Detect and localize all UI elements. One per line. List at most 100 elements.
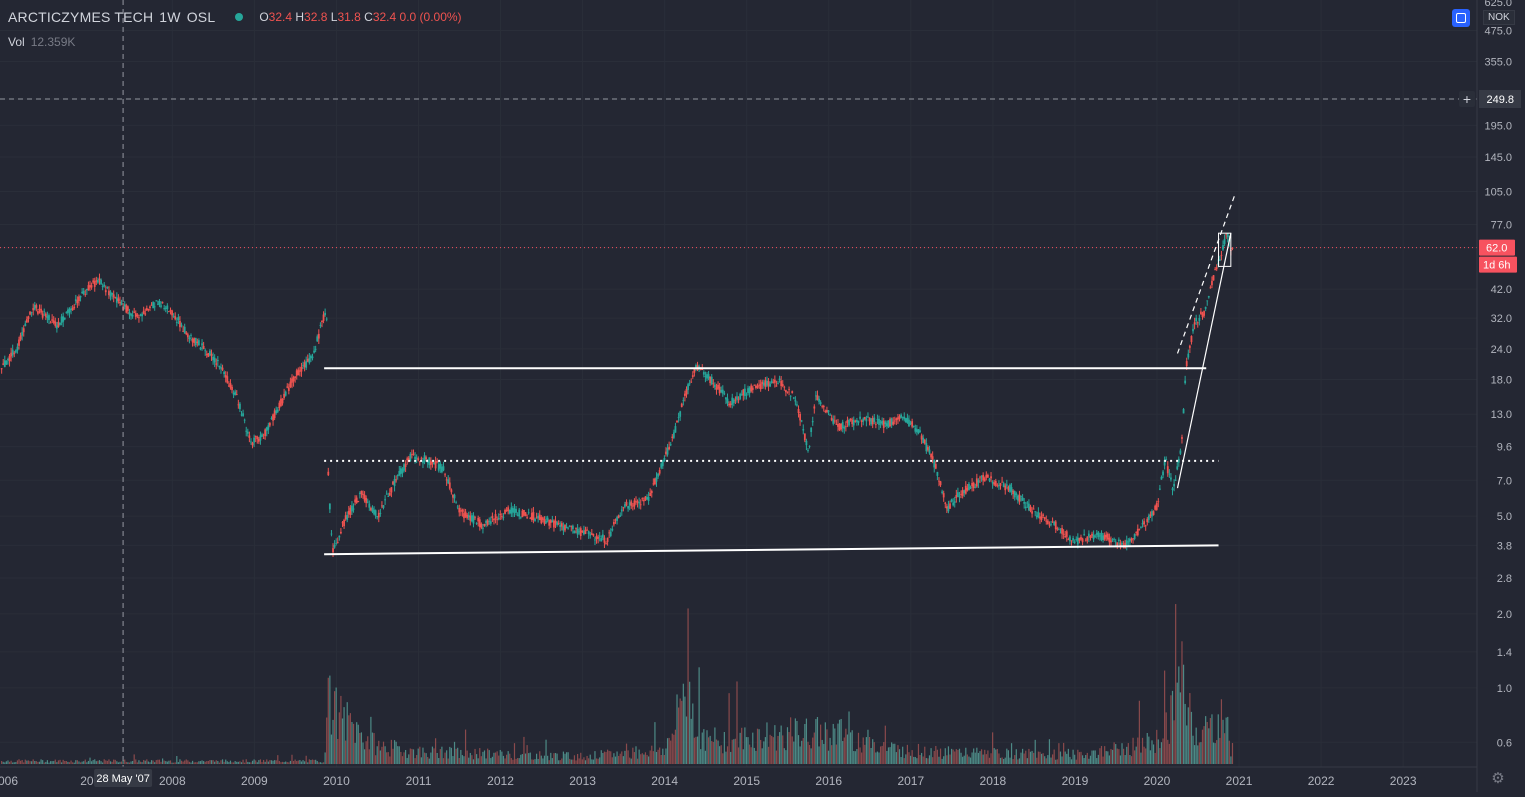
- candle-body: [240, 414, 243, 416]
- candle-body: [941, 491, 944, 493]
- candle-body: [934, 464, 937, 469]
- candle-body: [436, 461, 439, 463]
- candle-body: [98, 278, 101, 281]
- volume-bar: [521, 754, 523, 764]
- candle-body: [1143, 521, 1146, 525]
- interval-label[interactable]: 1W: [159, 9, 181, 25]
- candle-body: [889, 418, 891, 427]
- volume-bar: [763, 741, 765, 764]
- candle-body: [1211, 280, 1213, 286]
- candle-body: [155, 300, 158, 302]
- candle-body: [778, 378, 781, 381]
- volume-bar: [1066, 753, 1068, 764]
- candle-body: [325, 318, 328, 320]
- volume-bar: [1036, 757, 1038, 764]
- volume-bar: [1059, 751, 1062, 764]
- candle-body: [281, 398, 284, 404]
- candle-body: [305, 361, 308, 368]
- currency-label[interactable]: NOK: [1483, 10, 1515, 25]
- volume-bar: [1006, 748, 1008, 764]
- volume-bar: [229, 760, 232, 764]
- candle-body: [609, 531, 612, 536]
- volume-bar: [820, 724, 822, 764]
- candle-body: [603, 537, 606, 543]
- volume-bar: [745, 737, 748, 764]
- candle-body: [502, 516, 505, 518]
- volume-bar: [267, 761, 269, 764]
- drawings[interactable]: [324, 194, 1236, 556]
- candle-body: [368, 503, 371, 508]
- candle-body: [496, 519, 499, 521]
- volume-bar: [575, 760, 577, 764]
- volume-bar: [846, 734, 849, 764]
- volume-bar: [491, 756, 493, 764]
- volume-bar: [53, 761, 55, 764]
- candle-body: [324, 312, 327, 316]
- candle-body: [553, 520, 555, 528]
- candle-body: [516, 514, 519, 516]
- candle-body: [1032, 508, 1035, 510]
- candle-body: [1165, 459, 1168, 460]
- volume-bar: [859, 747, 861, 764]
- candle-body: [986, 474, 989, 478]
- candle-body: [27, 316, 30, 319]
- candle-body: [720, 390, 723, 392]
- volume-bar: [171, 762, 173, 764]
- candle-body: [292, 377, 295, 382]
- candle-body: [73, 306, 76, 309]
- volume-bar: [739, 732, 741, 764]
- candle-body: [766, 380, 768, 386]
- volume-bar: [188, 761, 191, 764]
- sync-icon[interactable]: [1452, 9, 1470, 27]
- candle-body: [549, 520, 552, 523]
- price-axis[interactable]: 475.0355.0195.0145.0105.077.042.032.024.…: [1459, 0, 1521, 749]
- candle-body: [619, 515, 622, 517]
- candle-body: [477, 517, 480, 522]
- volume-bar: [419, 746, 421, 764]
- candle-body: [1070, 540, 1073, 542]
- candle-body: [248, 435, 251, 438]
- candle-body: [202, 345, 205, 349]
- time-axis[interactable]: 006 200 2008 2009 2010 2011 2012 2013 2014 2015 20…: [0, 769, 1417, 788]
- candle-body: [1132, 538, 1134, 540]
- volume-bar: [493, 752, 495, 764]
- candle-body: [87, 285, 90, 290]
- volume-bar: [296, 761, 298, 764]
- settings-icon[interactable]: ⚙: [1491, 770, 1505, 787]
- volume-bar: [785, 750, 787, 764]
- candle-body: [126, 306, 129, 311]
- volume-bar: [270, 760, 273, 764]
- candle-body: [1029, 506, 1032, 511]
- candle-body: [128, 312, 131, 315]
- volume-bar: [392, 748, 394, 764]
- volume-bar: [591, 759, 593, 764]
- candle-body: [379, 512, 382, 514]
- volume-bar: [471, 755, 473, 764]
- volume-bar: [251, 760, 254, 764]
- candle-body: [418, 461, 421, 463]
- candle-body: [770, 380, 773, 383]
- volume-bar: [458, 757, 460, 764]
- volume-bar: [427, 756, 429, 764]
- volume-bar: [979, 751, 981, 764]
- volume-bar: [597, 758, 599, 764]
- volume-bar: [1094, 750, 1096, 764]
- volume-bar: [1231, 743, 1234, 764]
- volume-bar: [887, 747, 890, 764]
- volume-bar: [944, 748, 946, 764]
- candle-body: [286, 386, 289, 388]
- candle-body: [548, 520, 551, 526]
- candle-body: [179, 320, 181, 328]
- volume-bar: [532, 759, 535, 764]
- volume-bar: [565, 752, 568, 764]
- volume-bar: [212, 760, 214, 764]
- time-tick-label: 2010: [323, 774, 350, 788]
- volume-bar: [206, 761, 208, 764]
- candle-body: [447, 479, 450, 484]
- candle-body: [519, 516, 522, 518]
- volume-bar: [255, 760, 257, 764]
- candle-body: [120, 302, 123, 305]
- symbol-name[interactable]: ARCTICZYMES TECH: [8, 9, 154, 25]
